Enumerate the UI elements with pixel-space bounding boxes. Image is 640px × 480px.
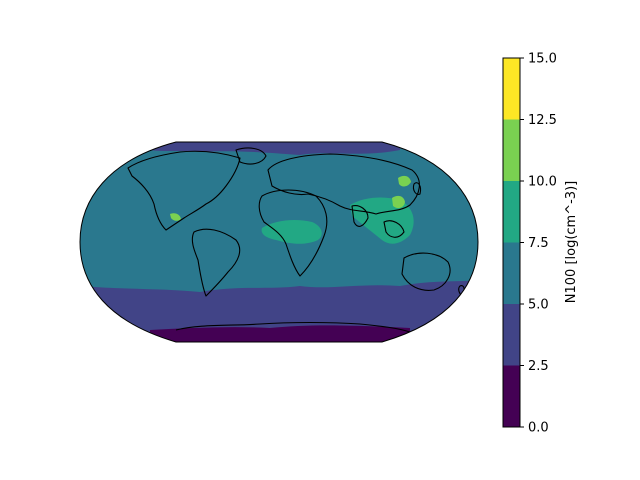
colorbar-label: N100 [log(cm^-3)] <box>564 181 579 303</box>
colorbar-segment <box>503 304 520 366</box>
colorbar-segment <box>503 58 520 120</box>
colorbar: 0.0 2.5 5.0 7.5 10.0 12.5 15.0 <box>503 52 557 436</box>
colorbar-tick-label: 2.5 <box>528 359 549 374</box>
colorbar-segment <box>503 181 520 243</box>
colorbar-tick-label: 0.0 <box>528 421 549 436</box>
colorbar-segment <box>503 243 520 305</box>
colorbar-segment <box>503 120 520 182</box>
map-field <box>70 135 490 350</box>
colorbar-tick-label: 12.5 <box>528 113 557 128</box>
colorbar-tick-label: 10.0 <box>528 175 557 190</box>
colorbar-segment <box>503 366 520 428</box>
colorbar-tick-label: 7.5 <box>528 236 549 251</box>
field-antarctic-band <box>150 325 410 350</box>
colorbar-tick-label: 15.0 <box>528 52 557 67</box>
colorbar-tick-label: 5.0 <box>528 298 549 313</box>
